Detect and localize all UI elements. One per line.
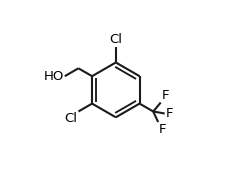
Text: F: F bbox=[159, 123, 167, 136]
Text: Cl: Cl bbox=[65, 112, 78, 125]
Text: F: F bbox=[162, 89, 169, 102]
Text: Cl: Cl bbox=[109, 33, 122, 46]
Text: F: F bbox=[166, 107, 173, 120]
Text: HO: HO bbox=[44, 70, 64, 83]
